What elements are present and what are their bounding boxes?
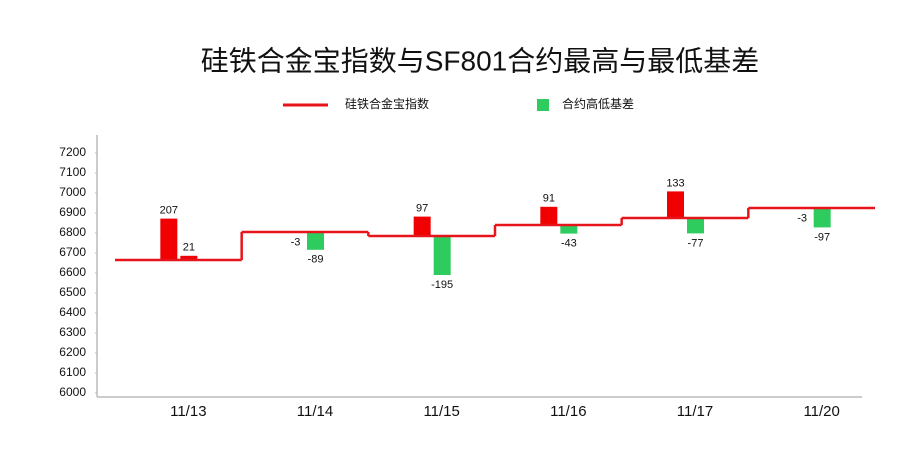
y-tick-label: 7000 <box>59 185 86 199</box>
y-tick-label: 6100 <box>59 365 86 379</box>
legend-label: 硅铁合金宝指数 <box>345 96 429 111</box>
y-tick-label: 7100 <box>59 165 86 179</box>
y-tick-label: 6800 <box>59 225 86 239</box>
value-label: -3 <box>291 237 301 249</box>
chart-title: 硅铁合金宝指数与SF801合约最高与最低基差 <box>201 45 760 76</box>
value-label: -97 <box>814 231 830 243</box>
value-label: 91 <box>543 193 555 205</box>
value-label: 21 <box>183 242 195 254</box>
y-tick-label: 6600 <box>59 265 86 279</box>
value-label: 207 <box>160 205 178 217</box>
bar <box>560 225 578 234</box>
y-tick-label: 6700 <box>59 245 86 259</box>
bar <box>433 236 451 275</box>
x-tick-label: 11/16 <box>550 403 586 420</box>
y-tick-label: 6200 <box>59 345 86 359</box>
y-tick-label: 6300 <box>59 325 86 339</box>
x-tick-label: 11/17 <box>677 403 713 420</box>
value-label: 97 <box>416 203 428 215</box>
x-tick-label: 11/20 <box>803 403 839 420</box>
value-label: -43 <box>561 238 577 250</box>
value-label: -77 <box>688 237 704 249</box>
bar <box>413 216 431 236</box>
x-tick-label: 11/14 <box>297 403 333 420</box>
bar <box>180 255 198 260</box>
bar <box>687 218 704 234</box>
y-tick-label: 6900 <box>59 205 86 219</box>
y-tick-label: 6500 <box>59 285 86 299</box>
bar <box>813 208 831 228</box>
y-tick-label: 6400 <box>59 305 86 319</box>
y-tick-label: 7200 <box>59 145 86 159</box>
bar <box>307 232 324 250</box>
bar <box>160 218 178 260</box>
value-label: -89 <box>308 254 324 266</box>
bar <box>667 191 684 218</box>
legend-swatch-bar <box>537 99 549 111</box>
legend-label: 合约高低基差 <box>562 96 634 111</box>
value-label: -3 <box>797 213 807 225</box>
x-tick-label: 11/13 <box>170 403 206 420</box>
x-tick-label: 11/15 <box>423 403 459 420</box>
bar <box>540 206 558 225</box>
y-tick-label: 6000 <box>59 385 86 399</box>
value-label: -195 <box>431 279 453 291</box>
value-label: 133 <box>666 177 684 189</box>
